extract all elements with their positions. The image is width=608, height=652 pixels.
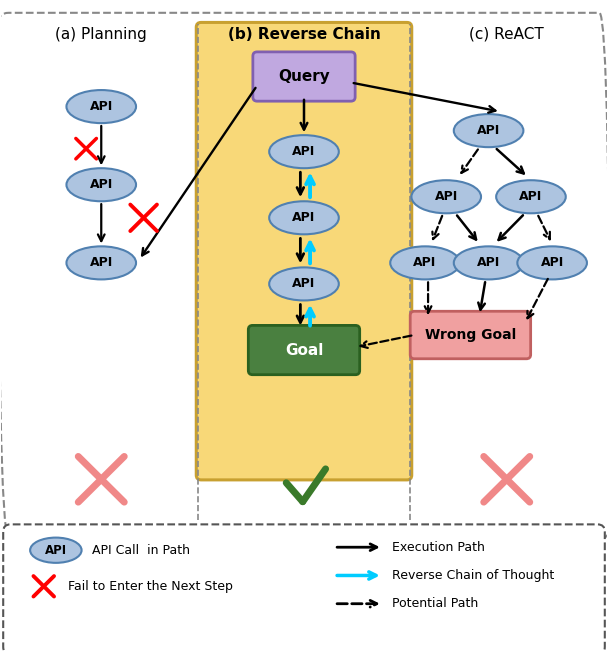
Text: Query: Query <box>278 69 330 84</box>
Text: Wrong Goal: Wrong Goal <box>425 328 516 342</box>
FancyBboxPatch shape <box>248 325 360 375</box>
Ellipse shape <box>454 246 523 280</box>
Text: Execution Path: Execution Path <box>392 541 485 554</box>
Ellipse shape <box>454 114 523 147</box>
FancyBboxPatch shape <box>196 22 412 480</box>
Text: Fail to Enter the Next Step: Fail to Enter the Next Step <box>68 580 233 593</box>
Text: API: API <box>477 124 500 137</box>
Ellipse shape <box>269 201 339 234</box>
Text: API: API <box>292 211 316 224</box>
Ellipse shape <box>517 246 587 280</box>
Text: Goal: Goal <box>285 342 323 357</box>
FancyBboxPatch shape <box>3 524 605 652</box>
Text: API: API <box>541 256 564 269</box>
Text: API: API <box>519 190 542 203</box>
Text: API: API <box>89 100 113 113</box>
Ellipse shape <box>66 168 136 201</box>
Text: Reverse Chain of Thought: Reverse Chain of Thought <box>392 569 554 582</box>
Text: API: API <box>89 178 113 191</box>
Ellipse shape <box>269 135 339 168</box>
Ellipse shape <box>30 538 81 563</box>
Text: API: API <box>477 256 500 269</box>
Text: API: API <box>89 256 113 269</box>
Ellipse shape <box>66 90 136 123</box>
Ellipse shape <box>66 246 136 280</box>
Text: API Call  in Path: API Call in Path <box>92 544 190 557</box>
Text: API: API <box>292 145 316 158</box>
FancyBboxPatch shape <box>410 311 531 359</box>
Ellipse shape <box>496 180 566 213</box>
Text: Potential Path: Potential Path <box>392 597 478 610</box>
Ellipse shape <box>269 267 339 301</box>
Text: API: API <box>413 256 437 269</box>
Text: API: API <box>45 544 67 557</box>
FancyBboxPatch shape <box>253 52 355 101</box>
Ellipse shape <box>390 246 460 280</box>
Text: (c) ReACT: (c) ReACT <box>469 27 544 42</box>
Text: API: API <box>292 277 316 290</box>
Text: API: API <box>435 190 458 203</box>
Text: (b) Reverse Chain: (b) Reverse Chain <box>227 27 381 42</box>
Ellipse shape <box>412 180 481 213</box>
Text: (a) Planning: (a) Planning <box>55 27 147 42</box>
